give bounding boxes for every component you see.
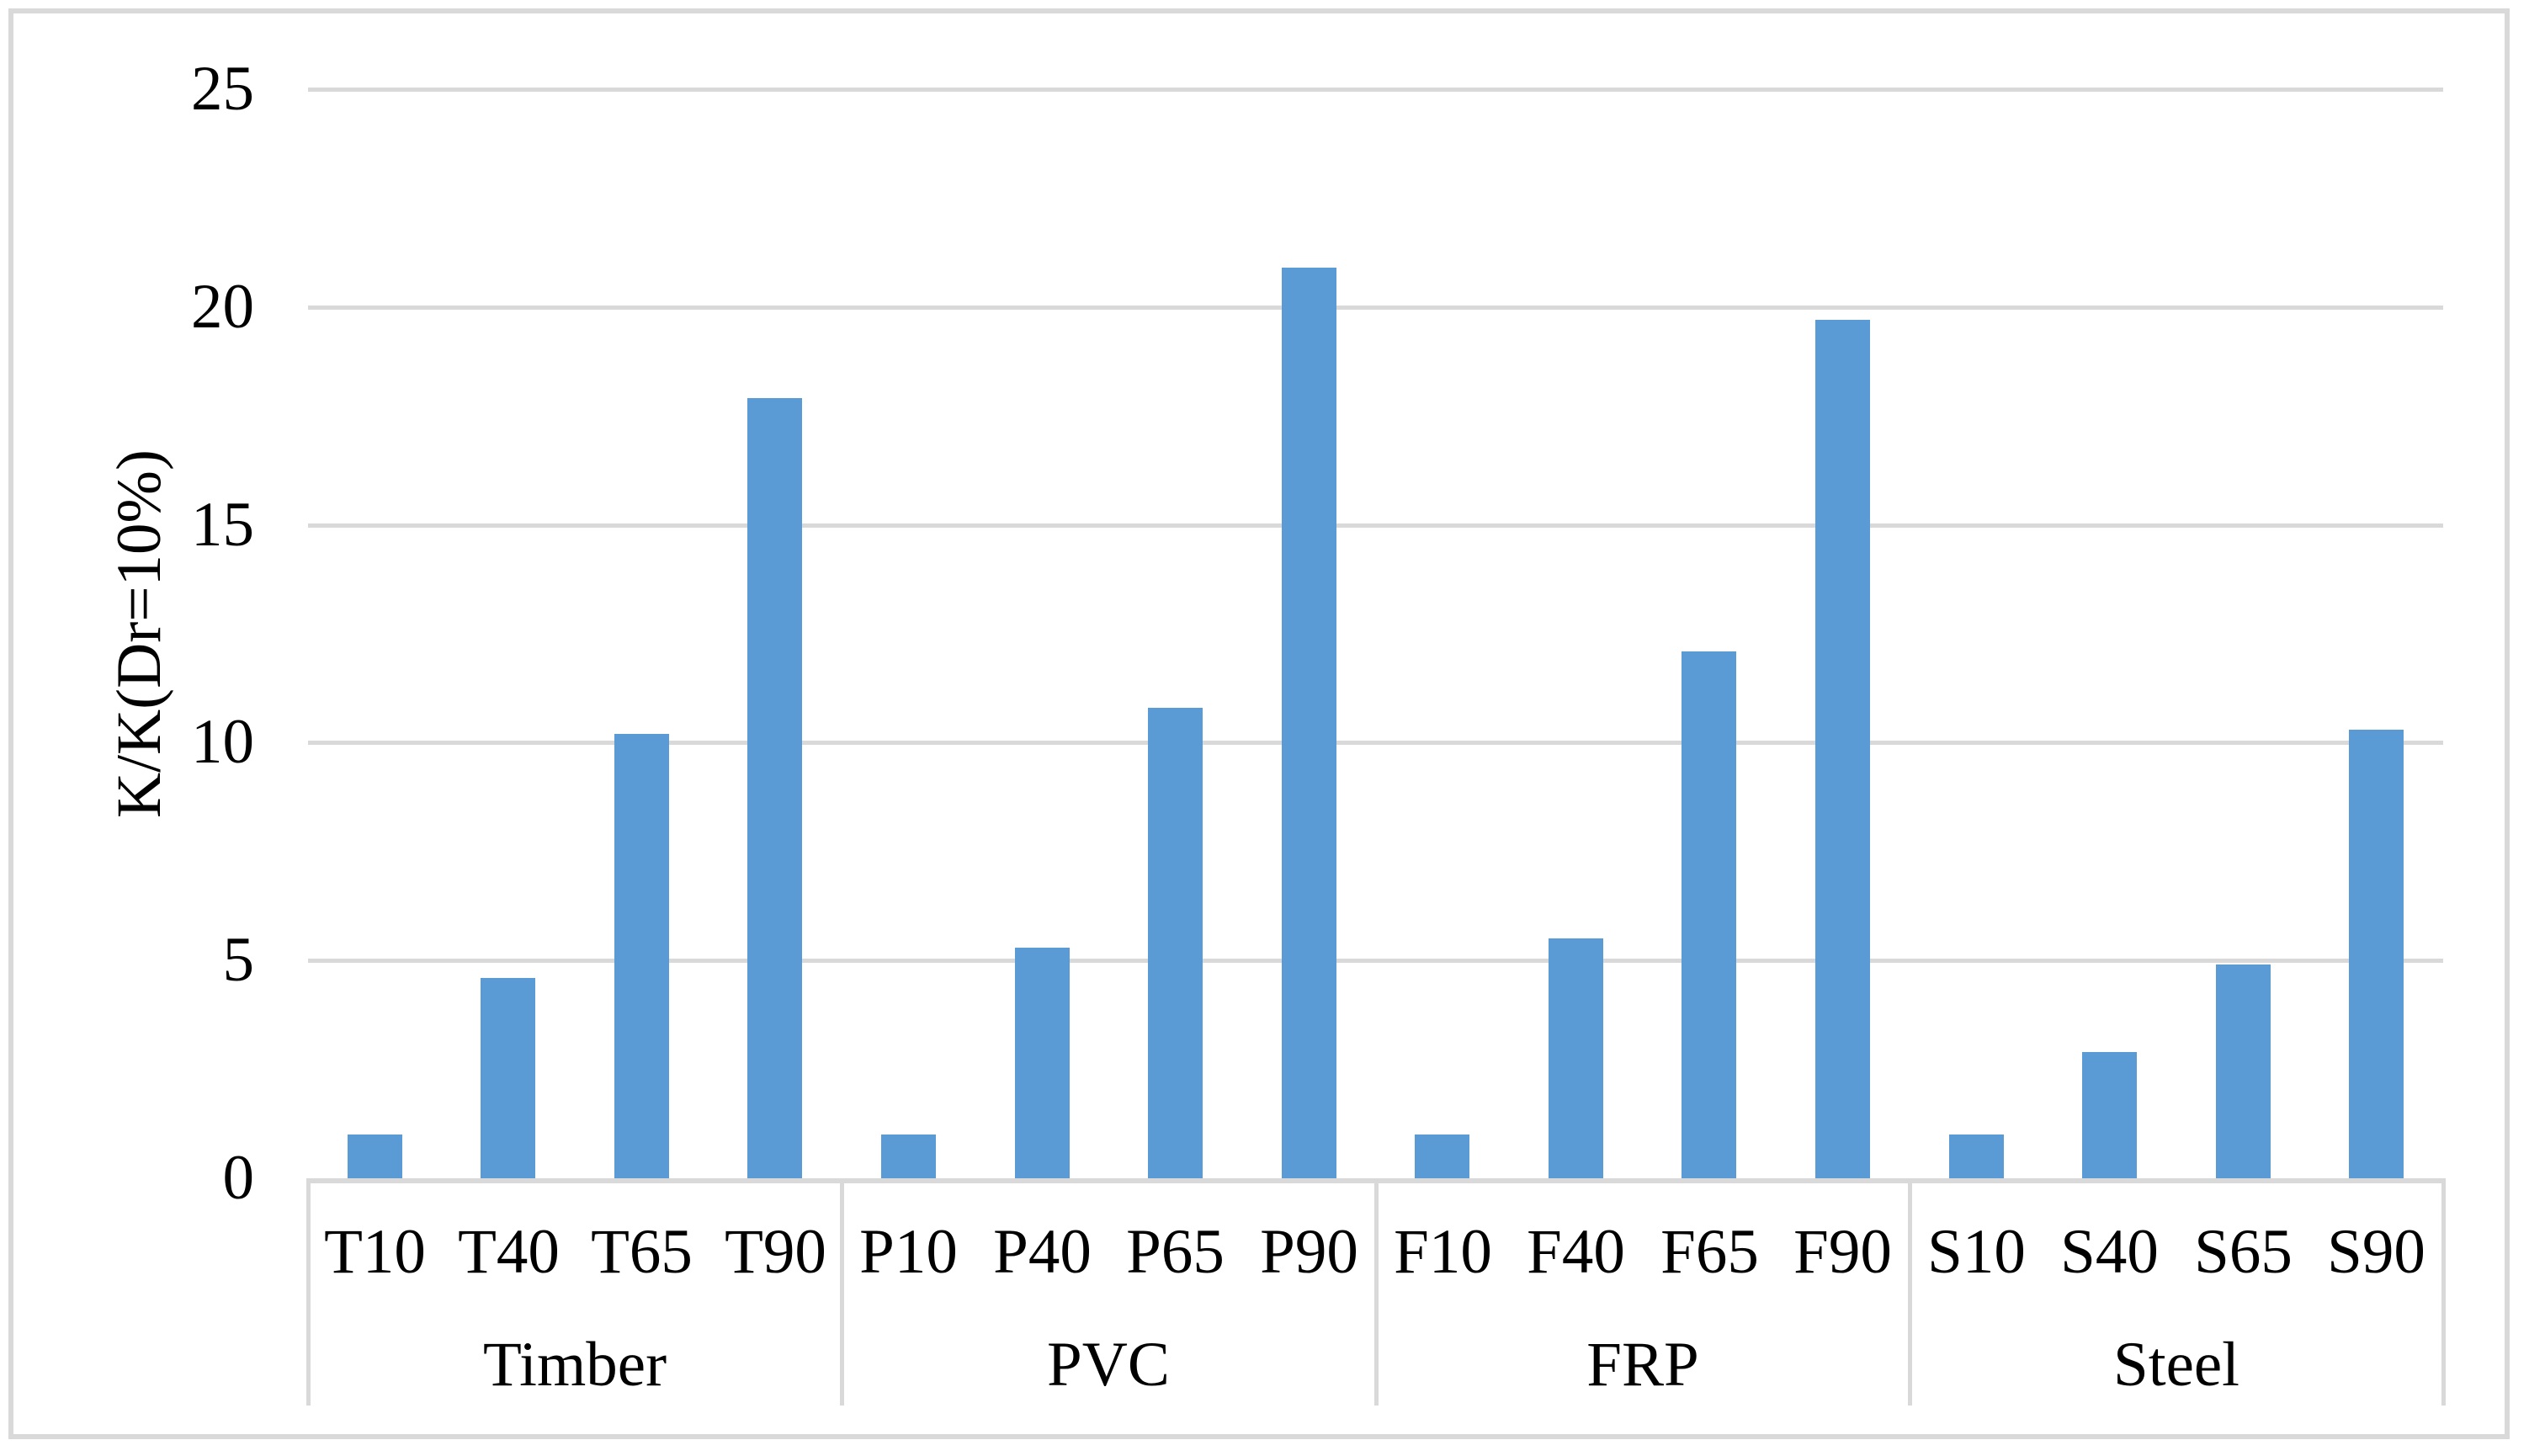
category-label-S90: S90 <box>2327 1217 2425 1287</box>
category-label-T90: T90 <box>725 1217 826 1287</box>
category-label-T65: T65 <box>591 1217 693 1287</box>
bar-T65 <box>614 734 669 1178</box>
category-label-P65: P65 <box>1126 1217 1225 1287</box>
group-divider-1 <box>840 1178 844 1406</box>
y-tick-label-0: 0 <box>222 1143 255 1213</box>
category-label-T10: T10 <box>324 1217 426 1287</box>
category-label-F65: F65 <box>1660 1217 1759 1287</box>
gridline-20 <box>308 305 2443 310</box>
y-tick-label-5: 5 <box>222 925 255 996</box>
group-divider-4 <box>2441 1178 2446 1406</box>
bar-F65 <box>1682 651 1736 1178</box>
category-label-F10: F10 <box>1394 1217 1492 1287</box>
bar-T90 <box>747 398 802 1178</box>
category-label-F40: F40 <box>1527 1217 1625 1287</box>
bar-P90 <box>1282 268 1336 1178</box>
y-axis-title: K/K(Dr=10%) <box>104 449 174 819</box>
bar-S65 <box>2216 964 2271 1178</box>
category-label-S10: S10 <box>1927 1217 2026 1287</box>
category-label-F90: F90 <box>1793 1217 1892 1287</box>
bar-S90 <box>2349 730 2404 1178</box>
gridline-15 <box>308 523 2443 528</box>
category-label-S40: S40 <box>2060 1217 2159 1287</box>
group-divider-2 <box>1374 1178 1379 1406</box>
bar-F90 <box>1815 320 1870 1178</box>
gridline-5 <box>308 959 2443 964</box>
y-tick-label-25: 25 <box>191 54 254 124</box>
bar-P65 <box>1148 708 1203 1178</box>
group-divider-3 <box>1908 1178 1912 1406</box>
bar-S40 <box>2082 1052 2137 1178</box>
bar-P10 <box>881 1135 936 1178</box>
category-label-P10: P10 <box>859 1217 958 1287</box>
group-label-FRP: FRP <box>1586 1330 1699 1400</box>
gridline-10 <box>308 741 2443 746</box>
bar-F10 <box>1415 1135 1469 1178</box>
gridline-25 <box>308 88 2443 92</box>
category-label-P40: P40 <box>993 1217 1092 1287</box>
figure-border <box>8 8 2510 1439</box>
group-divider-0 <box>306 1178 311 1406</box>
group-label-PVC: PVC <box>1047 1330 1170 1400</box>
bar-P40 <box>1015 948 1070 1178</box>
bar-T40 <box>481 978 535 1178</box>
y-tick-label-15: 15 <box>191 489 254 560</box>
category-label-P90: P90 <box>1260 1217 1358 1287</box>
y-tick-label-20: 20 <box>191 271 254 342</box>
category-label-S65: S65 <box>2194 1217 2293 1287</box>
y-tick-label-10: 10 <box>191 707 254 778</box>
bar-S10 <box>1949 1135 2004 1178</box>
bar-F40 <box>1549 938 1603 1178</box>
group-label-Steel: Steel <box>2113 1330 2239 1400</box>
group-label-Timber: Timber <box>482 1330 667 1400</box>
category-label-T40: T40 <box>458 1217 560 1287</box>
bar-T10 <box>348 1135 402 1178</box>
